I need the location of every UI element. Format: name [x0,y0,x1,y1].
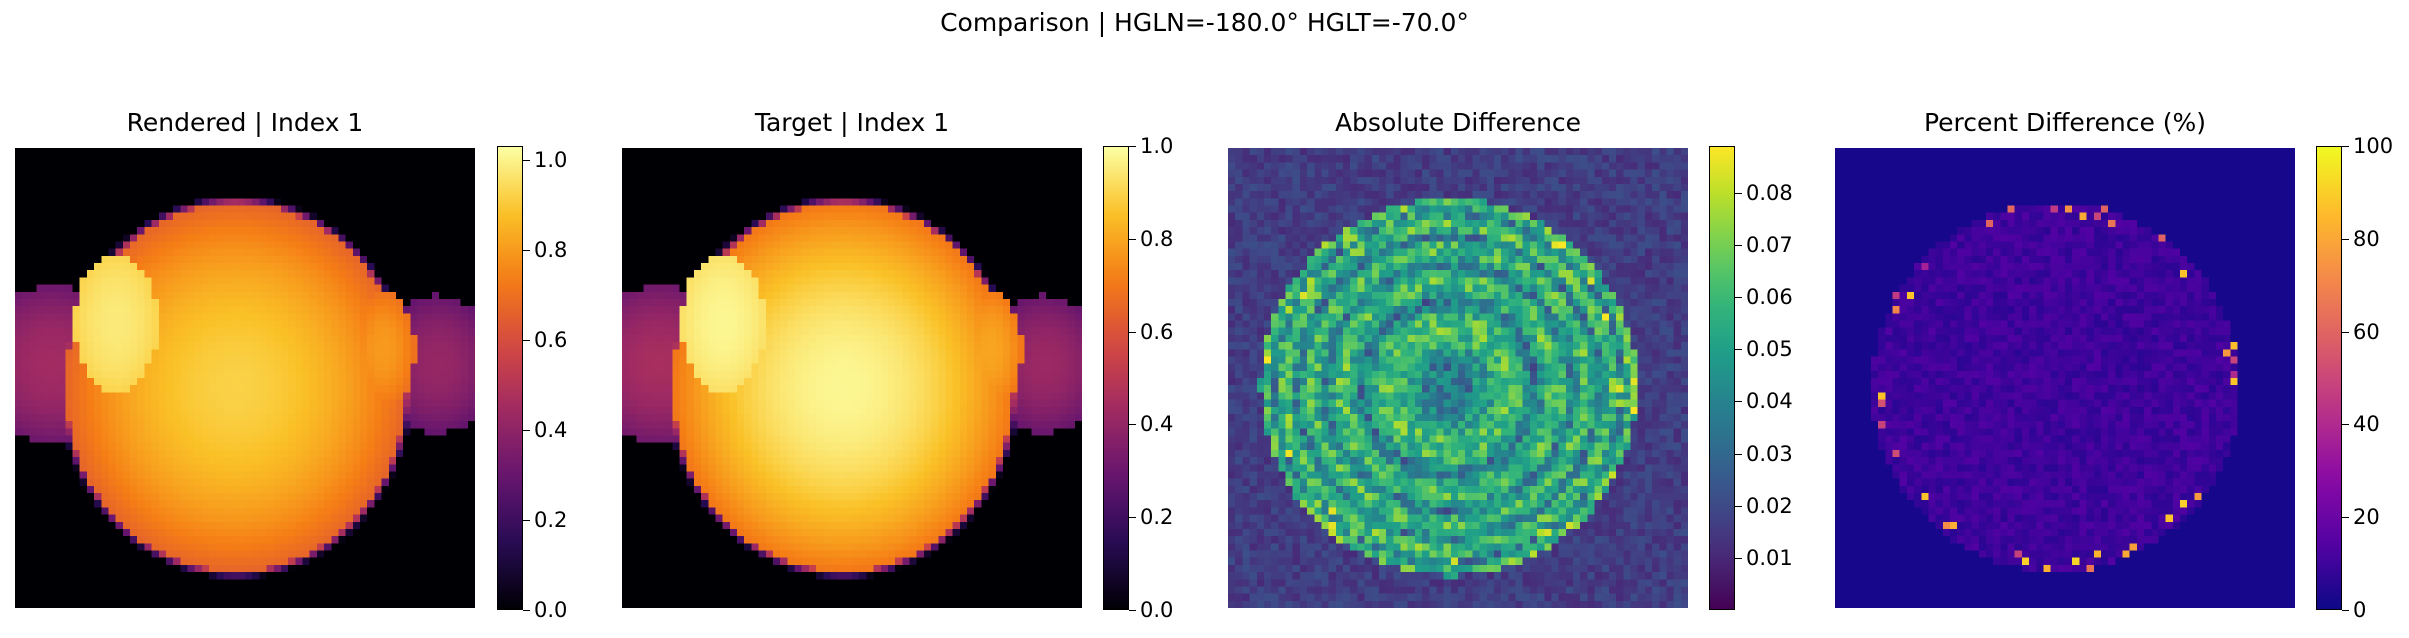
colorbar-tick-label: 0.04 [1746,389,1793,414]
colorbar-1 [497,146,523,610]
colorbar-tick-label: 60 [2353,319,2380,344]
panel-title-2: Target | Index 1 [754,108,950,137]
colorbar-tick-mark [523,610,530,611]
colorbar-tick-mark [1129,146,1136,147]
colorbar-tick-mark [523,429,530,431]
colorbar-tick-label: 0.01 [1746,545,1793,570]
colorbar-tick-mark [2342,146,2349,147]
colorbar-tick-mark [1735,453,1742,455]
panel-title-1: Rendered | Index 1 [126,108,364,137]
colorbar-tick-mark [1735,245,1742,247]
colorbar-tick-mark [1129,424,1136,426]
figure-suptitle: Comparison | HGLN=-180.0° HGLT=-70.0° [940,8,1469,37]
heatmap-svg-4 [1835,148,2295,608]
colorbar-tick-label: 0.08 [1746,180,1793,205]
colorbar-tick-mark [1735,297,1742,299]
colorbar-tick-mark [2342,610,2349,611]
heatmap-svg-2 [622,148,1082,608]
colorbar-tick-mark [1735,557,1742,559]
colorbar-tick-label: 0.06 [1746,285,1793,310]
colorbar-tick-label: 1.0 [534,147,568,172]
heatmap-svg-1 [15,148,475,608]
colorbar-tick-mark [1129,517,1136,519]
panel-title-4: Percent Difference (%) [1923,108,2207,137]
colorbar-tick-label: 80 [2353,226,2380,251]
colorbar-tick-mark [523,339,530,341]
panel-title-3: Absolute Difference [1334,108,1582,137]
heatmap-image-1 [15,148,475,608]
colorbar-tick-mark [2342,331,2349,333]
colorbar-tick-label: 0.0 [534,598,568,622]
colorbar-tick-label: 100 [2353,134,2394,158]
colorbar-tick-label: 0.4 [1140,412,1174,437]
colorbar-tick-label: 0.8 [1140,226,1174,251]
colorbar-tick-label: 0.6 [534,327,568,352]
colorbar-tick-label: 0.03 [1746,441,1793,466]
colorbar-tick-label: 0 [2353,598,2367,622]
heatmap-image-4 [1835,148,2295,608]
colorbar-tick-label: 0.2 [534,507,568,532]
colorbar-tick-mark [2342,517,2349,519]
colorbar-tick-label: 0.8 [534,237,568,262]
colorbar-tick-label: 20 [2353,505,2380,530]
colorbar-tick-label: 1.0 [1140,134,1174,158]
colorbar-tick-mark [1735,505,1742,507]
heatmap-image-2 [622,148,1082,608]
colorbar-tick-mark [523,159,530,161]
colorbar-tick-mark [1735,349,1742,351]
colorbar-4 [2316,146,2342,610]
colorbar-tick-label: 0.4 [534,417,568,442]
heatmap-image-3 [1228,148,1688,608]
colorbar-tick-label: 0.07 [1746,233,1793,258]
colorbar-tick-mark [1129,331,1136,333]
colorbar-tick-label: 0.02 [1746,493,1793,518]
colorbar-tick-mark [523,519,530,521]
colorbar-tick-label: 0.6 [1140,319,1174,344]
colorbar-2 [1103,146,1129,610]
colorbar-3 [1709,146,1735,610]
colorbar-tick-label: 0.2 [1140,505,1174,530]
colorbar-tick-mark [2342,238,2349,240]
colorbar-tick-label: 0.05 [1746,337,1793,362]
colorbar-tick-label: 0.0 [1140,598,1174,622]
colorbar-tick-mark [2342,424,2349,426]
colorbar-tick-label: 40 [2353,412,2380,437]
colorbar-tick-mark [1129,238,1136,240]
colorbar-tick-mark [1129,610,1136,611]
colorbar-tick-mark [523,249,530,251]
colorbar-tick-mark [1735,192,1742,194]
colorbar-tick-mark [1735,401,1742,403]
heatmap-svg-3 [1228,148,1688,608]
